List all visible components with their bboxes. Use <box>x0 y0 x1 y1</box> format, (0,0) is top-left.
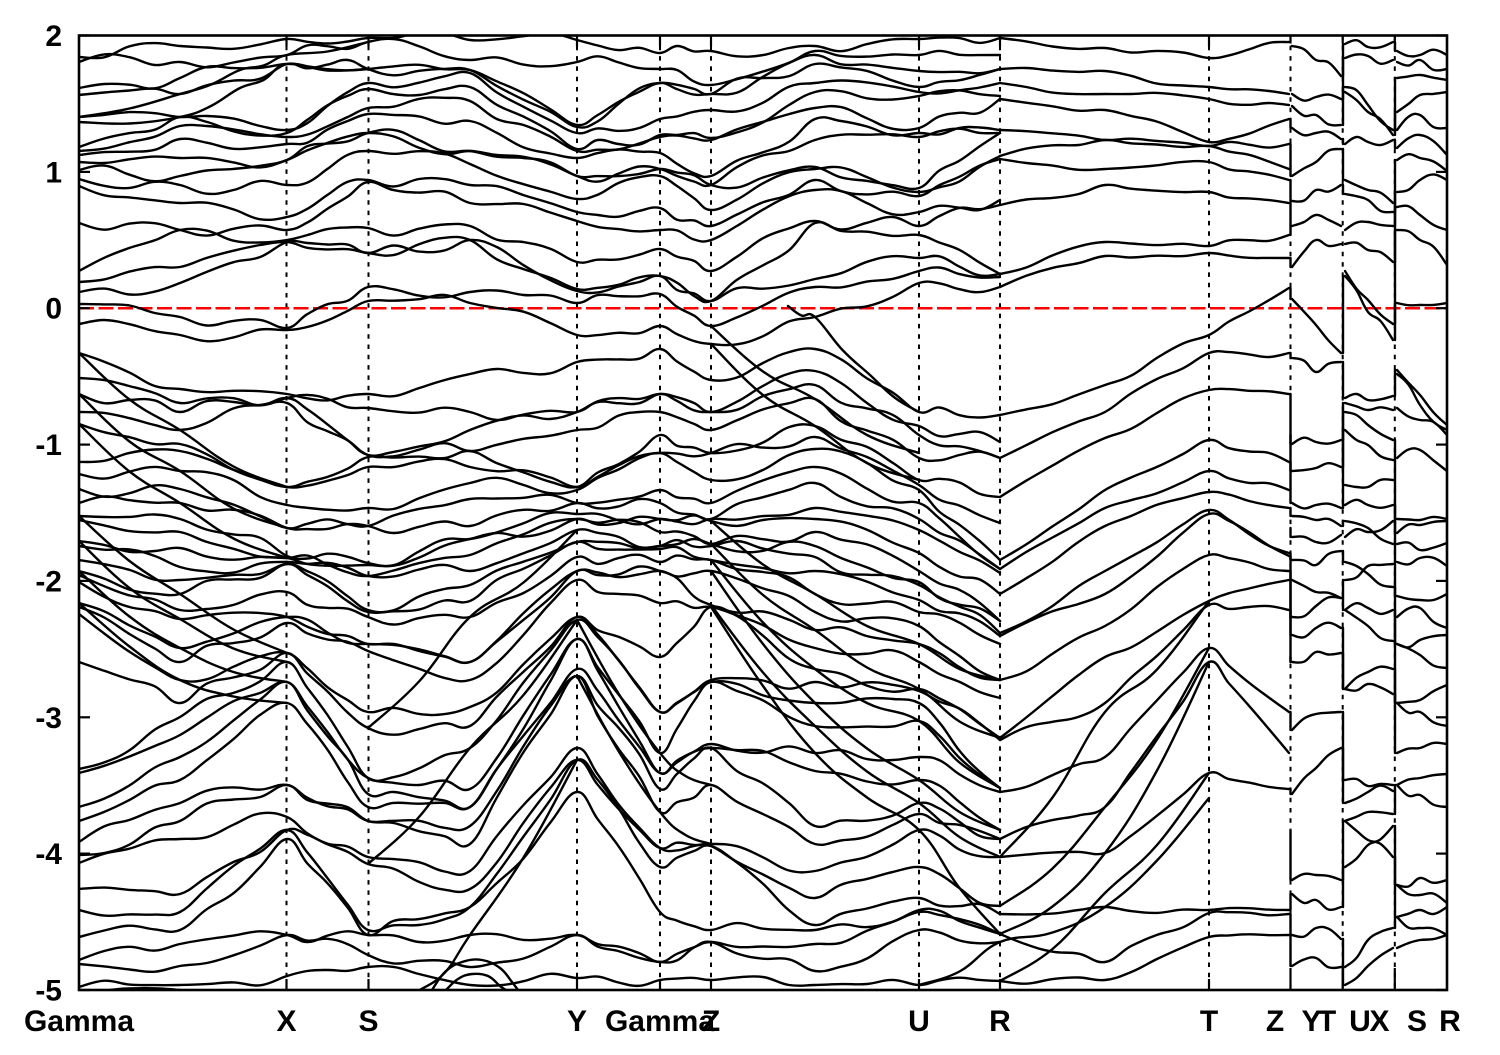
svg-text:-3: -3 <box>35 702 62 735</box>
svg-text:-4: -4 <box>35 838 62 871</box>
svg-text:X: X <box>276 1005 296 1038</box>
svg-text:S: S <box>1407 1005 1427 1038</box>
svg-text:S: S <box>358 1005 378 1038</box>
svg-text:-5: -5 <box>35 975 62 1008</box>
svg-text:Gamma: Gamma <box>24 1005 134 1038</box>
svg-text:Gamma: Gamma <box>605 1005 715 1038</box>
svg-text:U: U <box>1349 1005 1371 1038</box>
svg-text:Y: Y <box>567 1005 587 1038</box>
svg-text:R: R <box>1439 1005 1461 1038</box>
svg-text:T: T <box>1318 1005 1336 1038</box>
svg-text:T: T <box>1200 1005 1218 1038</box>
svg-text:-2: -2 <box>35 565 62 598</box>
svg-text:Z: Z <box>1266 1005 1284 1038</box>
svg-text:-1: -1 <box>35 429 62 462</box>
svg-text:U: U <box>908 1005 930 1038</box>
svg-text:X: X <box>1369 1005 1389 1038</box>
svg-text:0: 0 <box>45 293 62 326</box>
svg-text:1: 1 <box>45 156 62 189</box>
svg-text:R: R <box>989 1005 1011 1038</box>
svg-text:Z: Z <box>702 1005 720 1038</box>
svg-text:2: 2 <box>45 20 62 53</box>
svg-text:Y: Y <box>1301 1005 1321 1038</box>
